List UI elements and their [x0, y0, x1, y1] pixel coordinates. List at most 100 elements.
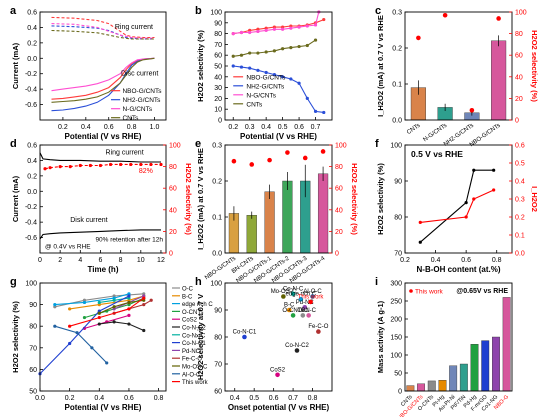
panel-letter: c	[375, 5, 381, 17]
selectivity-line	[419, 169, 494, 243]
y-tick-label: 0.0	[27, 56, 37, 63]
selectivity-line-point	[492, 168, 496, 172]
selectivity-line-point	[108, 162, 113, 167]
legend-entry: NBO-G/CNTs	[246, 74, 286, 81]
y-tick-label: 90	[214, 308, 222, 315]
panel-a: Ring current Disc current NBO-G/CNTs NH2-G/…	[10, 5, 167, 141]
series-line	[51, 29, 155, 40]
series-line-point	[248, 30, 252, 35]
series-line-point	[297, 81, 301, 85]
annotation: 82%	[139, 168, 153, 175]
x-tick-label: 0.6	[124, 395, 134, 402]
bar	[492, 336, 500, 392]
y-tick-label: 80	[214, 31, 222, 38]
x-tick-label: 0.4	[431, 257, 441, 264]
legend-entry: B-C	[182, 294, 193, 300]
y-axis-label: H2O2 selectivity (%)	[196, 30, 205, 102]
y2-tick-label: 80	[335, 164, 343, 171]
y2-axis-label: H2O2 selectivity (%)	[350, 163, 359, 235]
x-axis-label: Potential (V vs RHE)	[65, 403, 142, 412]
series-line-point	[142, 303, 146, 307]
annotation: Disc current	[121, 70, 158, 77]
y-tick-label: 0.0	[392, 118, 402, 125]
panel-f: 0.5 V vs RHE f 0.2 0.4 0.6 0.8 70 80 90 100 0.0 0.1…	[375, 138, 539, 274]
point-label: BN-C	[301, 308, 316, 314]
selectivity-line-point	[88, 163, 92, 168]
current-line-point	[472, 197, 476, 201]
y-tick-label: 100	[25, 281, 37, 288]
series-line	[39, 295, 130, 375]
legend-entry: O-C	[182, 287, 194, 293]
series-line	[54, 325, 108, 364]
bar	[417, 383, 425, 392]
series-line-point	[322, 110, 326, 115]
y2-tick-label: 20	[169, 229, 177, 236]
y-tick-label: 0	[398, 389, 402, 396]
bar	[406, 385, 415, 392]
x-tick-label: 0.4	[81, 124, 91, 131]
panel-letter: i	[375, 276, 378, 288]
legend-entry: edge rich C	[182, 302, 213, 308]
series-line-point	[97, 311, 101, 315]
series-line-point	[231, 64, 235, 68]
current-line-point	[464, 215, 468, 219]
y2-tick-label: 40	[515, 74, 523, 81]
y2-tick-label: 100	[515, 10, 527, 17]
y2-tick-label: 100	[335, 143, 347, 150]
x-tick-label: 0.4	[230, 395, 240, 402]
scatter-point	[308, 299, 313, 305]
x-tick-label: 6	[99, 257, 103, 264]
y-tick-label: 0.1	[392, 82, 402, 89]
x-axis-label: Potential (V vs RHE)	[65, 132, 142, 141]
category-label: N-G/CNTs	[422, 123, 448, 144]
y-tick-label: 100	[210, 281, 222, 288]
y2-axis-label: H2O2 selectivity (%)	[184, 163, 193, 235]
series-line-point	[127, 313, 131, 317]
y2-tick-label: 0.4	[515, 179, 525, 186]
series-line-point	[82, 300, 87, 305]
y2-tick-label: 0.1	[515, 233, 525, 240]
panel-i: CNTsNBO-G/CNTsO-CNTsPt-HgAu-Pt-NiPtF/TiN…	[375, 276, 513, 417]
series-line-point	[90, 346, 94, 350]
point-label: CoS2	[270, 367, 286, 373]
y2-tick-label: 0.0	[515, 251, 525, 258]
panel-letter: f	[375, 138, 379, 150]
y-tick-label: 50	[394, 371, 402, 378]
selectivity-line-point	[139, 162, 143, 167]
scatter-point	[302, 305, 308, 310]
y2-tick-label: 60	[335, 186, 343, 193]
point-label: Mo-OS-C	[271, 289, 297, 295]
bar	[246, 214, 257, 254]
y-tick-label: 30	[214, 85, 222, 92]
selectivity-point	[442, 12, 448, 18]
panel-letter: b	[195, 5, 202, 17]
series-line-point	[272, 27, 276, 31]
selectivity-point	[231, 158, 237, 164]
scatter-point	[281, 294, 286, 299]
y-axis-label: Current (mA)	[11, 42, 20, 89]
y-tick-label: 0.0	[27, 189, 37, 196]
series-line-point	[231, 31, 235, 36]
x-tick-label: 0.3	[245, 124, 255, 131]
current-line-point	[418, 220, 422, 224]
x-tick-label: 0.5	[249, 395, 259, 402]
y-tick-label: -0.4	[25, 220, 37, 227]
x-tick-label: 8	[119, 257, 123, 264]
x-tick-label: 0.8	[154, 395, 164, 402]
series-line-point	[239, 65, 244, 69]
y-tick-label: 100	[210, 10, 222, 17]
x-tick-label: 0.2	[65, 395, 75, 402]
panel-c: CNTs N-G/CNTsNH2-G/CNTsNBO-G/CNTsc0.00.10…	[375, 5, 539, 148]
y-tick-label: 200	[390, 317, 402, 324]
y-tick-label: 0.4	[27, 158, 37, 165]
scatter-point	[275, 372, 280, 378]
y-tick-label: 0.2	[27, 173, 37, 180]
y-axis-label: H2O2 selectivity (%)	[376, 163, 385, 235]
series-line	[69, 297, 145, 327]
y2-axis-label: I_H2O2	[530, 186, 539, 212]
bar	[438, 380, 447, 392]
series-line-point	[97, 315, 101, 320]
y-tick-label: 80	[394, 215, 402, 222]
point-label: Co-N-C2	[285, 343, 309, 349]
